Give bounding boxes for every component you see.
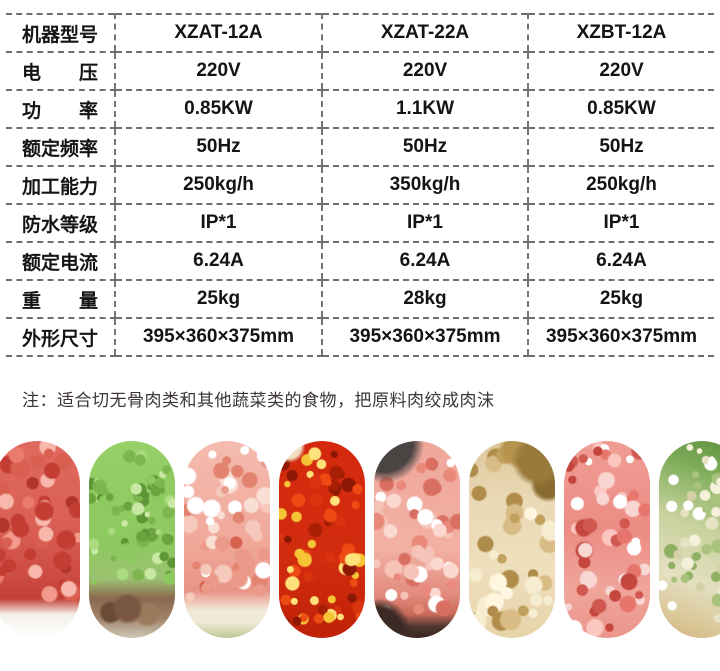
food-image-minced-red-meat (0, 441, 80, 638)
spec-cell: 220V (114, 52, 322, 91)
product-spec-page: 机器型号 XZAT-12A XZAT-22A XZBT-12A 电 压 220V 220V 2… (0, 13, 720, 671)
spec-cell: 50Hz (527, 128, 714, 167)
spec-table: 机器型号 XZAT-12A XZAT-22A XZBT-12A 电 压 220V 220V 2… (6, 13, 714, 357)
food-image-diced-pork-belly (564, 441, 650, 638)
spec-cell: 395×360×375mm (321, 318, 528, 357)
spec-row-label: 重 量 (6, 280, 115, 319)
spec-cell: 6.24A (114, 242, 322, 281)
spec-cell: IP*1 (114, 204, 322, 243)
spec-cell: 395×360×375mm (527, 318, 714, 357)
spec-cell: 6.24A (321, 242, 528, 281)
spec-cell: 250kg/h (527, 166, 714, 205)
spec-cell: IP*1 (527, 204, 714, 243)
spec-row-label: 额定频率 (6, 128, 115, 167)
spec-row: 额定频率 50Hz 50Hz 50Hz (6, 128, 714, 167)
spec-cell: 395×360×375mm (114, 318, 322, 357)
spec-row: 防水等级 IP*1 IP*1 IP*1 (6, 204, 714, 243)
spec-cell: 25kg (114, 280, 322, 319)
food-image-chopped-celery (89, 441, 175, 638)
spec-cell: 1.1KW (321, 90, 528, 129)
food-image-garlic-paste (469, 441, 555, 638)
spec-cell: IP*1 (321, 204, 528, 243)
spec-row: 加工能力 250kg/h 350kg/h 250kg/h (6, 166, 714, 205)
spec-row-label: 外形尺寸 (6, 318, 115, 357)
spec-cell: XZAT-12A (114, 14, 322, 53)
spec-row: 额定电流 6.24A 6.24A 6.24A (6, 242, 714, 281)
spec-row-label: 机器型号 (6, 14, 115, 53)
spec-row-label: 防水等级 (6, 204, 115, 243)
spec-cell: 6.24A (527, 242, 714, 281)
spec-row: 功 率 0.85KW 1.1KW 0.85KW (6, 90, 714, 129)
food-gallery (0, 441, 720, 638)
spec-cell: 220V (321, 52, 528, 91)
spec-cell: 25kg (527, 280, 714, 319)
spec-cell: XZAT-22A (321, 14, 528, 53)
food-image-minced-pork-strands (184, 441, 270, 638)
spec-row: 重 量 25kg 28kg 25kg (6, 280, 714, 319)
spec-cell: 28kg (321, 280, 528, 319)
spec-table-body: 机器型号 XZAT-12A XZAT-22A XZBT-12A 电 压 220V 220V 2… (6, 14, 714, 357)
food-image-chopped-chili (279, 441, 365, 638)
spec-row: 机器型号 XZAT-12A XZAT-22A XZBT-12A (6, 14, 714, 53)
spec-cell: 250kg/h (114, 166, 322, 205)
food-image-chopped-onion-celery (659, 441, 720, 638)
spec-row-label: 额定电流 (6, 242, 115, 281)
note-text: 注：适合切无骨肉类和其他蔬菜类的食物，把原料肉绞成肉沫 (22, 391, 495, 410)
spec-cell: 220V (527, 52, 714, 91)
spec-row-label: 功 率 (6, 90, 115, 129)
spec-cell: XZBT-12A (527, 14, 714, 53)
spec-row-label: 加工能力 (6, 166, 115, 205)
food-image-minced-pork (374, 441, 460, 638)
spec-cell: 50Hz (321, 128, 528, 167)
spec-row: 电 压 220V 220V 220V (6, 52, 714, 91)
spec-cell: 0.85KW (527, 90, 714, 129)
spec-row: 外形尺寸 395×360×375mm 395×360×375mm 395×360×37… (6, 318, 714, 357)
spec-cell: 350kg/h (321, 166, 528, 205)
spec-cell: 50Hz (114, 128, 322, 167)
spec-cell: 0.85KW (114, 90, 322, 129)
spec-row-label: 电 压 (6, 52, 115, 91)
